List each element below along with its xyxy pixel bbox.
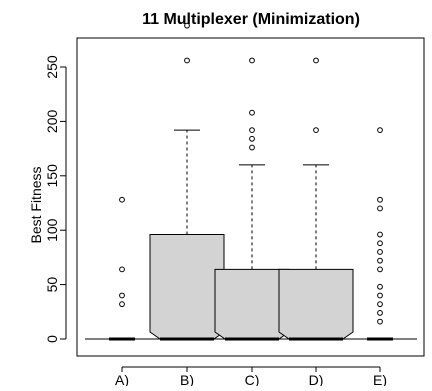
x-tick-label: B): [180, 372, 194, 386]
y-tick-label: 100: [44, 218, 60, 242]
outlier-point: [377, 257, 383, 264]
outlier-point: [377, 292, 383, 299]
chart-marks: 0 50 100 150 200 250 A) B) C) D) E): [44, 22, 417, 388]
outlier-point: [377, 240, 383, 247]
y-tick-label: 250: [44, 55, 60, 79]
box: [278, 268, 354, 340]
x-tick-label: D): [309, 372, 324, 386]
plot-frame: [76, 37, 425, 357]
outlier-point: [377, 205, 383, 212]
outlier-point: [184, 57, 190, 64]
outlier-point: [313, 127, 319, 134]
outlier-point: [184, 22, 190, 29]
x-tick-label: C): [245, 372, 260, 386]
outlier-point: [119, 292, 125, 299]
box: [214, 268, 290, 340]
y-tick-label: 150: [44, 164, 60, 188]
outlier-point: [377, 301, 383, 308]
outlier-point: [377, 266, 383, 273]
outlier-point: [377, 318, 383, 325]
y-tick-label: 50: [44, 277, 60, 293]
y-axis-title: Best Fitness: [28, 166, 44, 243]
y-tick-label: 200: [44, 110, 60, 134]
chart-title: 11 Multiplexer (Minimization): [142, 11, 360, 28]
outlier-point: [249, 127, 255, 134]
outlier-point: [377, 196, 383, 203]
outlier-point: [377, 127, 383, 134]
outlier-point: [249, 57, 255, 64]
outlier-point: [377, 249, 383, 255]
outlier-point: [249, 109, 255, 116]
y-tick-label: 0: [44, 335, 60, 343]
x-tick-label: A): [115, 372, 129, 386]
outlier-point: [377, 309, 383, 316]
outlier-point: [313, 57, 319, 64]
outlier-point: [377, 231, 383, 238]
outlier-point: [119, 196, 125, 203]
outlier-point: [249, 144, 255, 151]
outlier-point: [119, 301, 125, 308]
outlier-point: [377, 283, 383, 290]
outlier-point: [249, 135, 255, 142]
x-tick-label: E): [373, 372, 387, 386]
outlier-point: [119, 266, 125, 273]
box: [149, 234, 225, 340]
